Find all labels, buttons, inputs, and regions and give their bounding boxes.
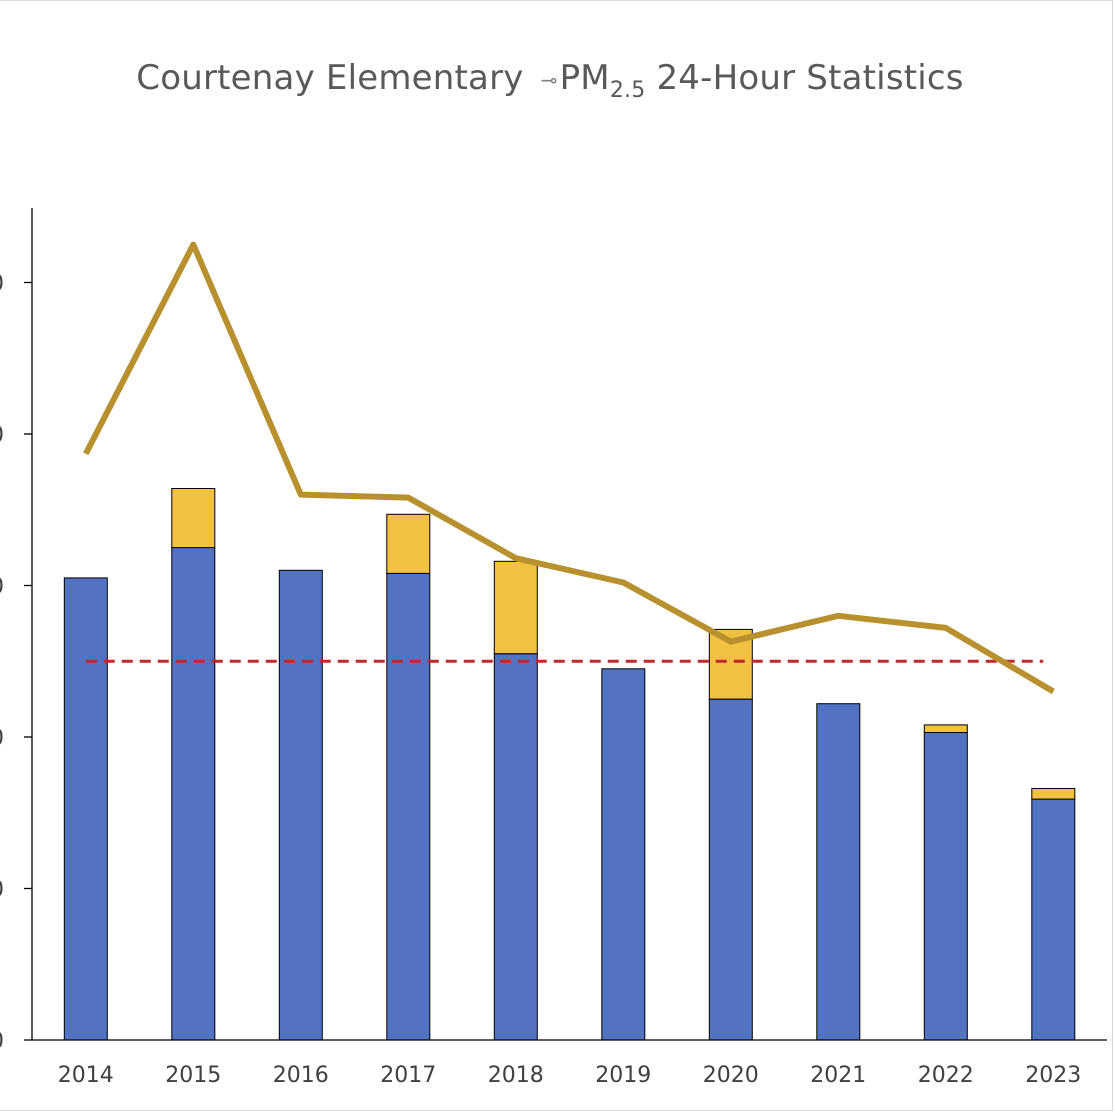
bar-2019-s0 xyxy=(601,668,646,1041)
x-tick-label-2016: 2016 xyxy=(273,1063,329,1088)
y-tick-label-10: 0 xyxy=(0,878,4,903)
y-tick-label-0: 0 xyxy=(0,1029,4,1054)
y-tick-label-50: 0 xyxy=(0,272,4,297)
x-tick-label-2022: 2022 xyxy=(918,1063,974,1088)
line-point-2015 xyxy=(192,244,194,246)
y-tick-label-30: 0 xyxy=(0,575,4,600)
bar-2020-s0 xyxy=(708,698,753,1041)
line-point-2019 xyxy=(622,582,624,583)
x-tick-label-2018: 2018 xyxy=(488,1063,544,1088)
x-tick-label-2015: 2015 xyxy=(165,1063,221,1088)
bar-2018-s1 xyxy=(493,560,538,655)
bars-layer xyxy=(63,488,1076,1041)
labels-layer: 0 0 0 0 0 0 2014 2015 2016 2017 2018 2019 2020 2021 20… xyxy=(0,272,1081,1089)
x-tick-label-2023: 2023 xyxy=(1025,1063,1081,1088)
bar-2015-s0 xyxy=(171,547,216,1041)
line-point-2021 xyxy=(837,615,839,617)
line-point-2020 xyxy=(730,641,732,643)
line-point-2017 xyxy=(407,497,409,499)
bar-2023-s0 xyxy=(1031,798,1076,1041)
chart-title: Courtenay Elementary ⊸PM2.5 24-Hour Stat… xyxy=(0,58,1100,103)
series-line-0 xyxy=(83,241,1055,695)
line-point-2023 xyxy=(1052,691,1054,692)
bar-2015-s1 xyxy=(171,488,216,549)
bar-2022-s0 xyxy=(923,732,968,1041)
bar-2021-s0 xyxy=(816,703,861,1041)
bar-2017-s0 xyxy=(386,572,431,1041)
x-tick-label-2020: 2020 xyxy=(703,1063,759,1088)
title-rest: 24-Hour Statistics xyxy=(656,58,964,98)
x-tick-label-2021: 2021 xyxy=(810,1063,866,1088)
line-point-2014 xyxy=(85,453,87,455)
title-pm-subscript: 2.5 xyxy=(609,78,646,103)
y-tick-label-20: 0 xyxy=(0,726,4,751)
axes-layer xyxy=(24,208,1107,1041)
x-tick-label-2014: 2014 xyxy=(58,1063,114,1088)
line-point-2018 xyxy=(515,557,517,559)
title-station: Courtenay Elementary xyxy=(136,58,524,98)
bar-2017-s1 xyxy=(386,513,431,574)
title-pm: PM xyxy=(559,58,610,98)
bar-2016-s0 xyxy=(278,569,323,1041)
y-tick-label-40: 0 xyxy=(0,423,4,448)
x-tick-label-2017: 2017 xyxy=(380,1063,436,1088)
bar-2022-s1 xyxy=(923,724,968,734)
line-point-2016 xyxy=(300,494,302,496)
x-tick-label-2019: 2019 xyxy=(595,1063,651,1088)
line-point-2022 xyxy=(945,627,947,629)
bar-2014-s0 xyxy=(63,577,108,1041)
bar-2023-s1 xyxy=(1031,788,1076,800)
lines-layer xyxy=(83,241,1055,695)
bar-2018-s0 xyxy=(493,653,538,1041)
pm-glyph-icon: ⊸ xyxy=(540,67,558,92)
